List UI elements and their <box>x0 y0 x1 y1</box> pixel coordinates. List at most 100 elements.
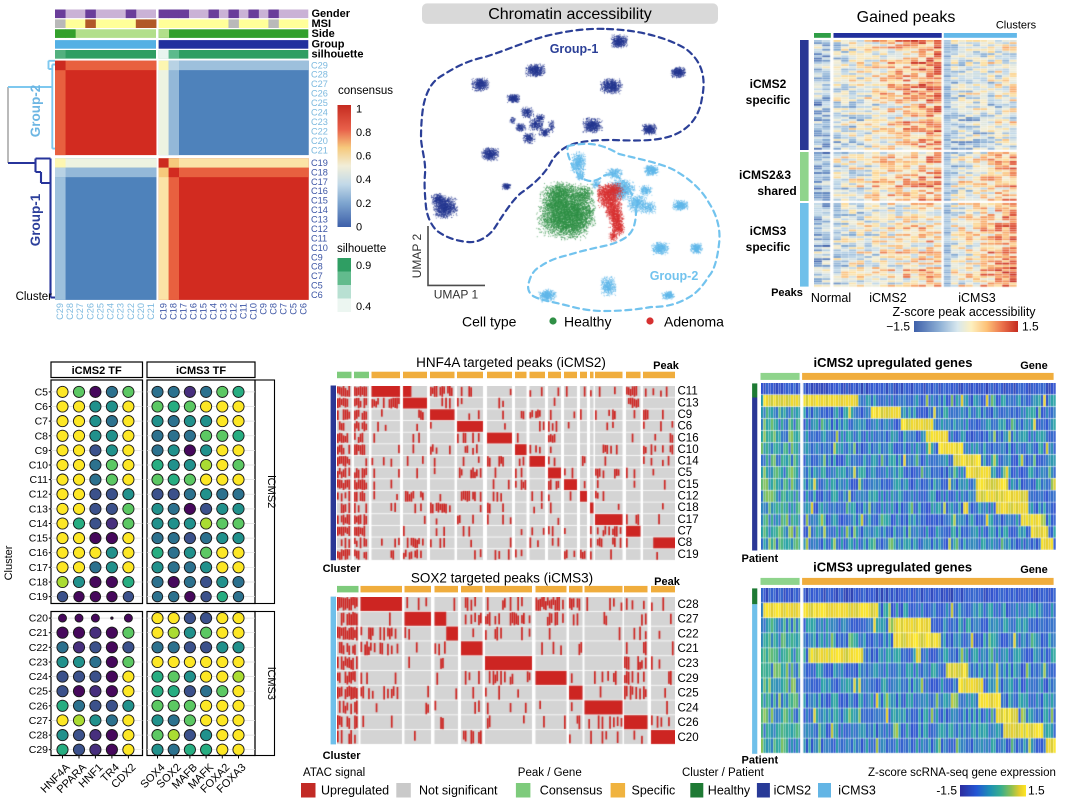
svg-text:0.2: 0.2 <box>356 198 371 210</box>
svg-text:C24: C24 <box>311 108 328 118</box>
svg-text:C25: C25 <box>678 688 699 700</box>
svg-text:C16: C16 <box>678 432 699 444</box>
svg-text:C22: C22 <box>311 126 328 136</box>
svg-text:C24: C24 <box>106 303 116 320</box>
svg-text:C15: C15 <box>311 196 328 206</box>
svg-text:Peak / Gene: Peak / Gene <box>518 767 582 779</box>
svg-text:C5: C5 <box>311 281 323 291</box>
svg-text:HNF4A targeted peaks (iCMS2): HNF4A targeted peaks (iCMS2) <box>416 355 606 370</box>
svg-text:C9: C9 <box>678 409 693 421</box>
svg-text:Cluster: Cluster <box>323 563 362 575</box>
svg-text:1.5: 1.5 <box>1028 784 1045 798</box>
svg-text:Gained peaks: Gained peaks <box>857 9 956 26</box>
svg-text:-1.5: -1.5 <box>936 784 957 798</box>
svg-text:C22: C22 <box>126 303 136 320</box>
svg-text:iCMS2 upregulated genes: iCMS2 upregulated genes <box>814 355 973 370</box>
svg-text:ATAC signal: ATAC signal <box>303 767 365 779</box>
svg-text:C21: C21 <box>29 627 48 639</box>
svg-text:C22: C22 <box>678 629 699 641</box>
svg-text:C25: C25 <box>96 303 106 320</box>
svg-text:−1.5: −1.5 <box>886 320 910 334</box>
svg-text:silhouette: silhouette <box>312 49 364 61</box>
svg-text:Cluster: Cluster <box>16 291 53 303</box>
svg-text:C20: C20 <box>29 613 48 625</box>
svg-text:C6: C6 <box>311 290 323 300</box>
svg-text:C7: C7 <box>278 303 288 315</box>
svg-text:C29: C29 <box>29 744 48 756</box>
svg-text:C21: C21 <box>146 303 156 320</box>
svg-text:C26: C26 <box>85 303 95 320</box>
svg-text:Peak: Peak <box>653 360 680 372</box>
svg-text:C9: C9 <box>35 445 49 457</box>
svg-text:0.6: 0.6 <box>356 151 371 163</box>
svg-text:C14: C14 <box>311 205 328 215</box>
svg-text:C19: C19 <box>29 591 48 603</box>
svg-text:C15: C15 <box>29 533 48 545</box>
svg-text:Peak: Peak <box>654 576 681 588</box>
svg-text:Not significant: Not significant <box>419 784 498 798</box>
svg-text:Normal: Normal <box>811 291 851 305</box>
svg-text:C27: C27 <box>678 614 699 626</box>
svg-text:C11: C11 <box>30 474 49 486</box>
svg-text:0: 0 <box>356 221 362 233</box>
svg-text:C24: C24 <box>29 671 48 683</box>
svg-text:C19: C19 <box>678 549 699 561</box>
svg-text:Healthy: Healthy <box>564 314 611 330</box>
svg-text:C11: C11 <box>238 303 248 319</box>
svg-text:iCMS2: iCMS2 <box>774 784 812 798</box>
svg-text:C27: C27 <box>75 303 85 320</box>
svg-text:C8: C8 <box>35 430 49 442</box>
svg-text:C13: C13 <box>219 303 229 320</box>
svg-text:C20: C20 <box>311 136 328 146</box>
svg-text:C19: C19 <box>159 303 169 320</box>
svg-text:Upregulated: Upregulated <box>321 784 389 798</box>
svg-text:Adenoma: Adenoma <box>664 314 724 330</box>
svg-text:C5: C5 <box>678 467 693 479</box>
svg-text:Gene: Gene <box>1020 564 1048 576</box>
svg-text:C18: C18 <box>311 167 328 177</box>
svg-text:C17: C17 <box>678 514 699 526</box>
svg-text:C23: C23 <box>29 657 48 669</box>
svg-text:C7: C7 <box>35 416 49 428</box>
svg-text:Clusters: Clusters <box>996 20 1037 32</box>
svg-text:0.4: 0.4 <box>356 174 371 186</box>
svg-text:C20: C20 <box>678 732 699 744</box>
svg-text:C10: C10 <box>311 243 328 253</box>
svg-text:C14: C14 <box>29 518 48 530</box>
svg-text:C12: C12 <box>311 224 328 234</box>
svg-text:silhouette: silhouette <box>337 243 386 255</box>
svg-text:C12: C12 <box>29 489 48 501</box>
svg-text:1.5: 1.5 <box>1022 320 1039 334</box>
svg-text:Cell type: Cell type <box>462 314 517 330</box>
svg-text:C7: C7 <box>311 271 323 281</box>
svg-text:C23: C23 <box>116 303 126 320</box>
svg-text:C25: C25 <box>29 686 48 698</box>
svg-text:C17: C17 <box>311 177 328 187</box>
svg-text:Specific: Specific <box>632 784 676 798</box>
svg-text:Chromatin accessibility: Chromatin accessibility <box>488 6 652 23</box>
svg-text:C25: C25 <box>311 98 328 108</box>
svg-text:Group-1: Group-1 <box>550 42 599 56</box>
svg-text:SOX2 targeted peaks (iCMS3): SOX2 targeted peaks (iCMS3) <box>411 571 593 586</box>
svg-text:C29: C29 <box>678 673 699 685</box>
svg-text:1: 1 <box>356 103 362 115</box>
svg-text:Healthy: Healthy <box>708 784 751 798</box>
svg-text:UMAP 2: UMAP 2 <box>410 233 424 278</box>
svg-text:Cluster / Patient: Cluster / Patient <box>682 767 765 779</box>
svg-text:C11: C11 <box>678 386 698 398</box>
svg-text:C20: C20 <box>136 303 146 320</box>
svg-text:Cluster: Cluster <box>3 545 15 580</box>
svg-text:C18: C18 <box>29 577 48 589</box>
svg-text:C12: C12 <box>228 303 238 320</box>
svg-text:Consensus: Consensus <box>540 784 603 798</box>
svg-text:C28: C28 <box>29 730 48 742</box>
svg-text:C23: C23 <box>678 658 699 670</box>
svg-text:C18: C18 <box>169 303 179 320</box>
svg-text:iCMS3 TF: iCMS3 TF <box>176 365 226 377</box>
svg-text:C24: C24 <box>678 702 700 714</box>
svg-text:Z-score scRNA-seq gene express: Z-score scRNA-seq gene expression <box>868 767 1056 779</box>
svg-text:C22: C22 <box>29 642 48 654</box>
svg-text:MSI: MSI <box>312 18 332 30</box>
svg-text:0.8: 0.8 <box>356 127 371 139</box>
svg-text:C8: C8 <box>678 537 693 549</box>
